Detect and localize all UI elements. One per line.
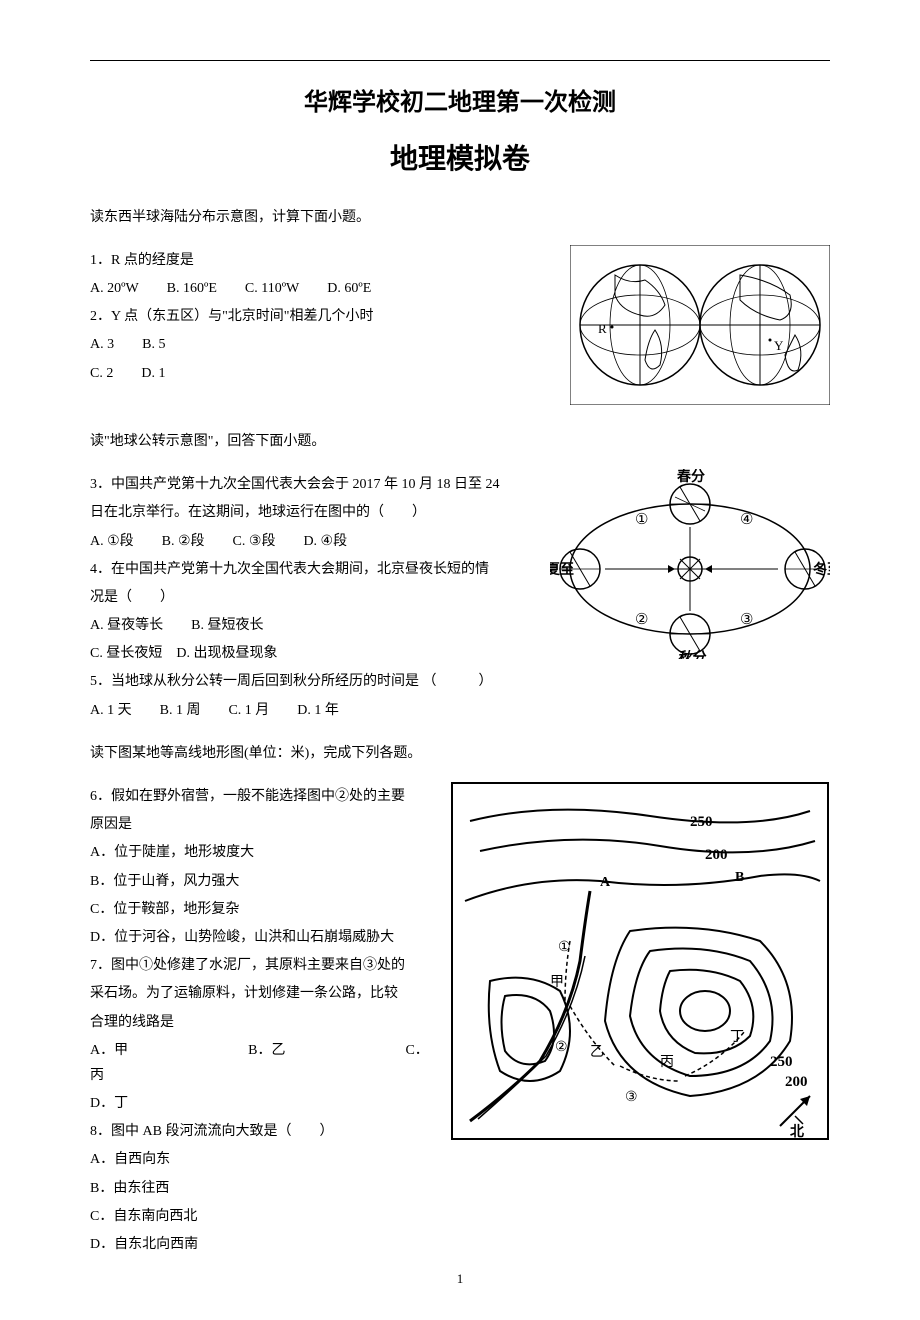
contour-n1: ① [558, 940, 571, 955]
section3-intro: 读下图某地等高线地形图(单位：米)，完成下列各题。 [90, 741, 830, 766]
contour-bei: 北 [790, 1124, 804, 1140]
q4-text: 4．在中国共产党第十九次全国代表大会期间，北京昼夜长短的情 [90, 557, 520, 582]
contour-250b: 250 [770, 1054, 793, 1070]
contour-200b: 200 [785, 1074, 808, 1090]
q5-text: 5．当地球从秋分公转一周后回到秋分所经历的时间是 （ ） [90, 669, 520, 694]
q8-optC: C．自东南向西北 [90, 1204, 430, 1229]
q7-text3: 合理的线路是 [90, 1010, 430, 1035]
q4-optsA: A. 昼夜等长 B. 昼短夜长 [90, 613, 520, 638]
q2-optsA: A. 3 B. 5 [90, 332, 530, 357]
contour-ding: 丁 [730, 1030, 744, 1045]
title-sub: 地理模拟卷 [90, 134, 830, 184]
hemispheres-figure: R Y [570, 245, 830, 405]
q8-optB: B．由东往西 [90, 1176, 430, 1201]
q8-optA: A．自西向东 [90, 1147, 430, 1172]
label-Y: Y [774, 338, 784, 353]
section1-block: 1．R 点的经度是 A. 20ºW B. 160ºE C. 110ºW D. 6… [90, 245, 830, 414]
q2-text: 2．Y 点（东五区）与"北京时间"相差几个小时 [90, 304, 530, 329]
title-main: 华辉学校初二地理第一次检测 [90, 81, 830, 124]
q7-optD: D．丁 [90, 1091, 430, 1116]
orbit-n1: ① [635, 512, 648, 528]
q7-opts: A．甲B．乙C．丙 [90, 1038, 430, 1088]
q5-opts: A. 1 天 B. 1 周 C. 1 月 D. 1 年 [90, 698, 520, 723]
q8-text: 8．图中 AB 段河流流向大致是（ ） [90, 1119, 430, 1144]
contour-A: A [600, 875, 611, 890]
orbit-qiufen: 秋分 [677, 649, 707, 659]
orbit-dongzhi: 冬至 [813, 561, 830, 578]
q3-text: 3．中国共产党第十九次全国代表大会会于 2017 年 10 月 18 日至 24 [90, 472, 520, 497]
orbit-n3: ③ [740, 612, 753, 628]
q6-optB: B．位于山脊，风力强大 [90, 869, 430, 894]
orbit-figure: ① ② ③ ④ 春分 秋分 夏至 冬至 [550, 469, 830, 659]
q6-optA: A．位于陡崖，地形坡度大 [90, 840, 430, 865]
q7-text2: 采石场。为了运输原料，计划修建一条公路，比较 [90, 981, 430, 1006]
q3-opts: A. ①段 B. ②段 C. ③段 D. ④段 [90, 529, 520, 554]
q4-optsB: C. 昼长夜短 D. 出现极昼现象 [90, 641, 520, 666]
contour-yi: 乙 [590, 1044, 604, 1060]
contour-n2: ② [555, 1040, 568, 1055]
section1-intro: 读东西半球海陆分布示意图，计算下面小题。 [90, 205, 830, 230]
q6-optC: C．位于鞍部，地形复杂 [90, 897, 430, 922]
orbit-n2: ② [635, 612, 648, 628]
q4-text2: 况是（ ） [90, 585, 520, 610]
q8-optD: D．自东北向西南 [90, 1232, 430, 1257]
contour-n3: ③ [625, 1090, 638, 1105]
q6-optD: D．位于河谷，山势险峻，山洪和山石崩塌威胁大 [90, 925, 430, 950]
contour-250a: 250 [690, 814, 713, 830]
section2-block: 3．中国共产党第十九次全国代表大会会于 2017 年 10 月 18 日至 24… [90, 469, 830, 726]
top-rule [90, 60, 830, 61]
contour-bing: 丙 [660, 1055, 674, 1070]
label-R: R [598, 321, 607, 336]
q6-text: 6．假如在野外宿营，一般不能选择图中②处的主要 [90, 784, 430, 809]
contour-figure: 250 200 250 200 A B ① ② ③ 甲 乙 丙 丁 北 [450, 781, 830, 1141]
q3-text2: 日在北京举行。在这期间，地球运行在图中的（ ） [90, 500, 520, 525]
page-number: 1 [0, 1267, 920, 1290]
q6-text2: 原因是 [90, 812, 430, 837]
q1-text: 1．R 点的经度是 [90, 248, 530, 273]
orbit-chunfen: 春分 [676, 469, 705, 485]
section3-block: 6．假如在野外宿营，一般不能选择图中②处的主要 原因是 A．位于陡崖，地形坡度大… [90, 781, 830, 1260]
contour-200a: 200 [705, 847, 728, 863]
section2-intro: 读"地球公转示意图"，回答下面小题。 [90, 429, 830, 454]
q2-optsB: C. 2 D. 1 [90, 361, 530, 386]
contour-jia: 甲 [550, 975, 564, 990]
orbit-n4: ④ [740, 512, 753, 528]
q7-text: 7．图中①处修建了水泥厂，其原料主要来自③处的 [90, 953, 430, 978]
contour-B: B [735, 870, 744, 885]
q1-opts: A. 20ºW B. 160ºE C. 110ºW D. 60ºE [90, 276, 530, 301]
orbit-xiazhi: 夏至 [550, 561, 574, 578]
